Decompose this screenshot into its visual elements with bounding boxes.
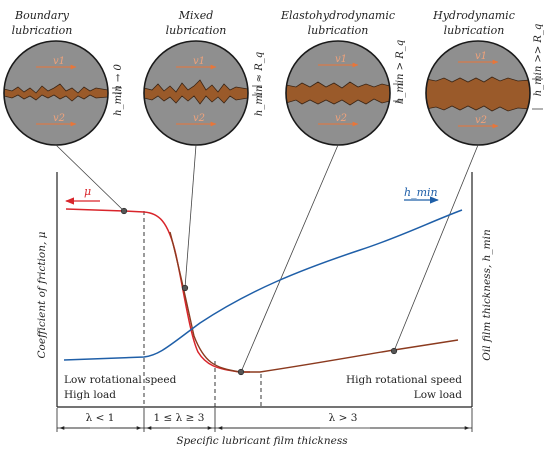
- regime-title-line1: Boundary: [14, 9, 70, 22]
- film-thickness-curve: [63, 209, 463, 361]
- gap-label: h_min > R_q: [395, 40, 406, 104]
- regime-title-line1: Hydrodynamic: [432, 9, 515, 22]
- point-mixed: [181, 284, 189, 292]
- point-boundary: [120, 207, 128, 215]
- gap-label: h_min → 0: [113, 64, 124, 116]
- right-axis-label: Oil film thickness, h_min: [481, 229, 493, 361]
- velocity-label-v1: v1: [193, 56, 205, 67]
- velocity-label-v2: v2: [53, 113, 65, 124]
- gap-label: h_min ≈ R_q: [254, 52, 265, 116]
- gap-label: h_min >> R_q: [533, 24, 544, 97]
- velocity-label-v1: v1: [335, 54, 347, 65]
- velocity-label-v1: v1: [475, 51, 487, 62]
- regime-title-line2: lubrication: [166, 24, 227, 37]
- low-speed-line2: High load: [64, 389, 116, 401]
- range-label-low: λ < 1: [86, 412, 115, 424]
- lubricant-layer: [426, 76, 530, 112]
- velocity-label-v1: v1: [53, 56, 65, 67]
- regime-title-line2: lubrication: [12, 24, 73, 37]
- left-axis-label: Coefficient of friction, μ: [36, 231, 48, 358]
- velocity-label-v2: v2: [193, 113, 205, 124]
- plot-axes: [56, 172, 473, 408]
- low-speed-line1: Low rotational speed: [64, 374, 177, 386]
- velocity-label-v2: v2: [335, 113, 347, 124]
- region-dividers: [143, 211, 262, 407]
- regime-title-line2: lubrication: [308, 24, 369, 37]
- regime-elastohydrodynamic: Elastohydrodynamic lubrication v1 v2 h_m…: [280, 9, 406, 146]
- leader-line-hydrodynamic: [393, 144, 479, 352]
- regime-boundary: Boundary lubrication v1 v2 h_min → 0: [3, 9, 124, 146]
- friction-curve-hydro: [169, 231, 459, 373]
- leader-line-boundary: [55, 144, 125, 212]
- regime-title-line2: lubrication: [444, 24, 505, 37]
- regime-title-line1: Elastohydrodynamic: [280, 9, 395, 22]
- leader-line-ehl: [240, 144, 339, 373]
- film-key-label: h_min: [404, 186, 438, 199]
- point-hydrodynamic: [390, 347, 398, 355]
- lubricant-layer: [144, 79, 248, 105]
- range-label-high: λ > 3: [329, 412, 358, 424]
- lubricant-layer: [286, 81, 390, 106]
- range-label-mid: 1 ≤ λ ≥ 3: [154, 412, 205, 424]
- high-speed-line2: Low load: [414, 389, 463, 401]
- regime-mixed: Mixed lubrication v1 v2 h_min ≈ R_q: [143, 9, 265, 146]
- point-ehl: [237, 368, 245, 376]
- lubricant-layer: [4, 83, 108, 102]
- curve-points: [120, 207, 398, 376]
- friction-key-label: μ: [84, 185, 91, 198]
- leader-line-mixed: [184, 144, 197, 289]
- high-speed-line1: High rotational speed: [346, 374, 462, 386]
- friction-curve: [65, 208, 250, 373]
- velocity-label-v2: v2: [475, 115, 487, 126]
- leader-lines: [55, 144, 479, 373]
- lambda-range-bar: λ < 1 1 ≤ λ ≥ 3 λ > 3: [56, 408, 473, 432]
- regime-title-line1: Mixed: [178, 9, 214, 22]
- x-axis-label: Specific lubricant film thickness: [176, 435, 348, 447]
- regime-hydrodynamic: Hydrodynamic lubrication v1 v2 h_min >> …: [425, 9, 544, 146]
